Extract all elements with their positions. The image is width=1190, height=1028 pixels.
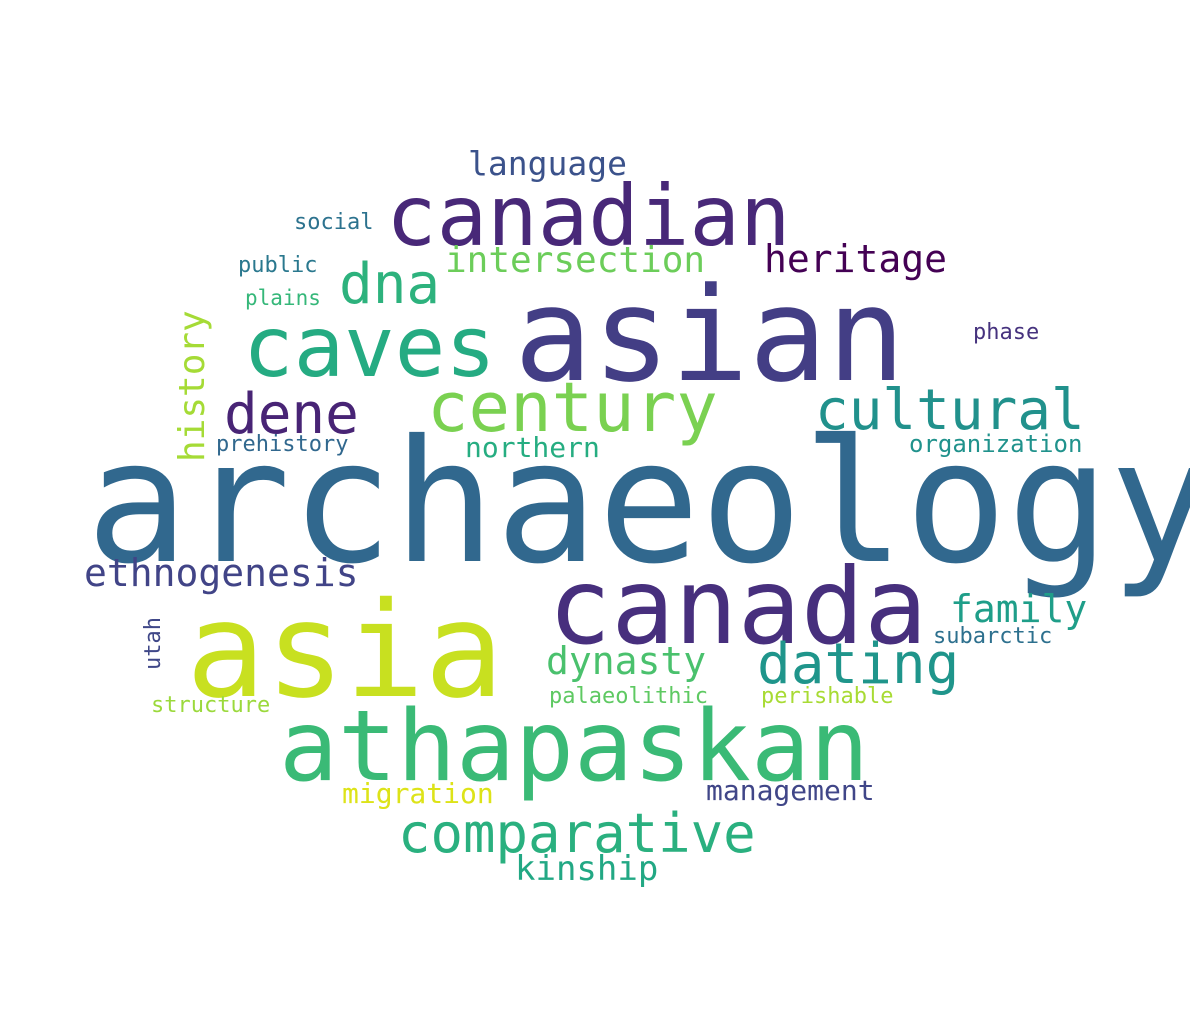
word-subarctic: subarctic — [933, 624, 1053, 649]
word-palaeolithic: palaeolithic — [549, 684, 708, 709]
word-management: management — [706, 774, 875, 807]
word-utah: utah — [141, 617, 166, 670]
word-kinship: kinship — [515, 849, 659, 889]
word-archaeology: archaeology — [86, 404, 1190, 602]
word-social: social — [294, 210, 374, 235]
word-comparative: comparative — [398, 802, 756, 865]
word-plains: plains — [245, 286, 321, 310]
word-perishable: perishable — [761, 684, 894, 709]
word-canadian: canadian — [386, 167, 791, 265]
word-prehistory: prehistory — [216, 432, 349, 457]
word-family: family — [950, 587, 1088, 631]
word-dating: dating — [757, 632, 960, 697]
word-history: history — [172, 310, 213, 462]
word-athapaskan: athapaskan — [279, 690, 870, 804]
word-ethnogenesis: ethnogenesis — [84, 551, 359, 595]
word-caves: caves — [243, 298, 496, 396]
word-dynasty: dynasty — [546, 639, 707, 683]
word-asian: asian — [514, 259, 906, 411]
word-heritage: heritage — [764, 237, 948, 281]
word-organization: organization — [909, 430, 1083, 458]
word-intersection: intersection — [445, 240, 706, 281]
word-canada: canada — [548, 546, 928, 668]
word-migration: migration — [342, 777, 494, 810]
word-century: century — [427, 368, 718, 448]
word-phase: phase — [973, 320, 1040, 345]
word-structure: structure — [151, 693, 271, 718]
word-dene: dene — [224, 382, 359, 447]
word-northern: northern — [465, 431, 600, 464]
word-cultural: cultural — [815, 378, 1085, 443]
word-language: language — [468, 144, 627, 183]
word-asia: asia — [186, 574, 504, 728]
word-public: public — [238, 253, 318, 278]
word-dna: dna — [339, 252, 441, 317]
